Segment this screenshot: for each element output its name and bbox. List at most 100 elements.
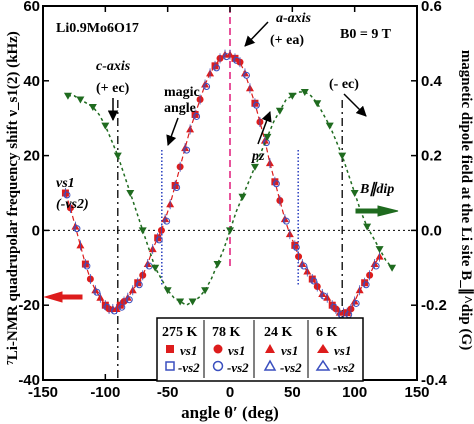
field-label: B0 = 9 T	[340, 27, 392, 42]
legend-marker-275k-s1	[166, 345, 174, 353]
dipole-point	[288, 92, 297, 100]
ticks-layer: -150 -100 -50 0 50 100 150 -40 -20 0 20 40 60 -0.4 -0.…	[18, 0, 447, 401]
nmr-s2-point	[282, 217, 290, 225]
dipole-point	[138, 227, 147, 235]
dipole-point	[325, 122, 334, 130]
x-tick-label: 50	[284, 384, 301, 401]
nmr-s2-point	[372, 262, 380, 270]
formula-label: Li0.9Mo6O17	[56, 21, 139, 36]
legend: 275 K 78 K 24 K 6 K νs1 -νs2 νs1 -νs2 νs…	[156, 317, 364, 382]
nmr-s2-point	[292, 243, 300, 251]
legend-label-24k-s2: -νs2	[280, 360, 302, 375]
a-axis-label: a-axis	[276, 11, 312, 26]
left-axis-pointer-icon	[43, 291, 83, 303]
y-right-tick-label: -0.4	[421, 372, 448, 389]
nmr-s2-point	[173, 184, 181, 192]
y-right-tick-label: 0.6	[421, 0, 442, 15]
dipole-point	[188, 298, 197, 306]
y-right-tick-label: 0.0	[421, 222, 442, 239]
legend-temp-6k: 6 K	[316, 325, 338, 340]
legend-marker-78k-s2	[212, 360, 224, 372]
dipole-point	[238, 193, 247, 201]
x-tick-label: 0	[226, 384, 234, 401]
nmr-s2-point	[213, 64, 221, 72]
nmr-s2-point	[300, 262, 308, 270]
dipole-point	[300, 89, 309, 97]
dipole-point	[375, 246, 384, 254]
c-axis-label: c-axis	[96, 59, 131, 74]
nmr-s2-point	[352, 299, 360, 307]
x-tick-label: 100	[342, 384, 367, 401]
y-axis-left-label: ⁷Li-NMR quadrupolar frequency shift ν_s1…	[5, 31, 21, 365]
dipole-point	[88, 103, 97, 111]
nmr-s2-point	[135, 281, 143, 289]
nmr-s2-point	[193, 112, 201, 120]
y-left-tick-label: 0	[32, 222, 40, 239]
dipole-point	[76, 96, 85, 104]
dipole-point	[151, 264, 160, 272]
magic-angle-label-1: magic	[164, 85, 200, 100]
nmr-s2-point	[272, 180, 280, 188]
nmr-s2-point	[362, 281, 370, 289]
legend-label-6k-s2: -νs2	[333, 360, 355, 375]
x-tick-label: -100	[90, 384, 120, 401]
legend-marker-24k-s1	[265, 344, 275, 353]
nmr-s2-point	[125, 296, 133, 304]
x-axis-label: angle θ′ (deg)	[181, 403, 279, 422]
nmr-s2-point	[203, 83, 211, 91]
nmr-s2-point	[93, 288, 101, 296]
dipole-point	[338, 152, 347, 160]
legend-marker-24k-s2	[263, 359, 277, 371]
nmr-s2-point	[83, 262, 91, 270]
dipole-point	[126, 190, 135, 197]
y-right-tick-label: -0.2	[421, 297, 447, 314]
legend-marker-275k-s2	[165, 361, 175, 371]
dipole-point	[213, 261, 222, 269]
a-axis-arrow	[244, 21, 269, 47]
dipole-point	[176, 298, 185, 306]
nmr-s2-point	[242, 71, 250, 79]
legend-label-78k-s2: -νs2	[227, 360, 249, 375]
legend-marker-78k-s1	[213, 344, 223, 354]
y-left-tick-label: -20	[18, 297, 40, 314]
dipole-point	[201, 287, 210, 295]
reference-lines	[43, 6, 417, 380]
dipole-point	[226, 227, 234, 235]
dipole-curve	[67, 91, 393, 307]
b-parallel-dip-label: B∥dip	[359, 181, 394, 197]
dipole-point	[63, 92, 72, 100]
nmr-s2-point	[183, 146, 191, 154]
magic-angle-label-2: angle	[164, 101, 196, 116]
c-axis-vector-label: (+ ec)	[96, 81, 130, 96]
neg-nu-s2-label: (-νs2)	[56, 197, 89, 212]
dipole-point	[113, 152, 122, 160]
dipole-point	[101, 122, 110, 130]
series-layer	[61, 49, 397, 319]
x-tick-label: -50	[157, 384, 179, 401]
nmr-s2-point	[73, 225, 81, 233]
x-tick-label: -150	[28, 384, 58, 401]
legend-label-275k-s2: -νs2	[178, 360, 200, 375]
y-left-tick-label: -40	[18, 372, 40, 389]
legend-temp-78k: 78 K	[212, 325, 241, 340]
nmr-s2-point	[163, 217, 171, 225]
y-axis-right-label: magnetic dipole field at the Li site B_∥…	[458, 50, 474, 350]
pz-arrow	[257, 111, 272, 145]
y-left-tick-label: 40	[23, 73, 40, 90]
dipole-point	[313, 100, 322, 108]
legend-label-6k-s1: νs1	[334, 343, 351, 358]
magic-angle-arrow	[166, 117, 179, 146]
neg-c-arrow	[343, 93, 367, 117]
dipole-point	[163, 287, 172, 295]
y-left-tick-label: 20	[23, 148, 40, 165]
nmr-s2-point	[155, 236, 163, 244]
right-axis-pointer-icon	[355, 205, 399, 217]
dipole-point	[388, 264, 397, 272]
legend-temp-275k: 275 K	[162, 325, 198, 340]
legend-label-275k-s1: νs1	[180, 343, 197, 358]
neg-c-vector-label: (- ec)	[329, 77, 359, 92]
legend-label-24k-s1: νs1	[281, 343, 298, 358]
dipole-point	[275, 107, 284, 115]
pz-label: pz	[251, 149, 265, 164]
